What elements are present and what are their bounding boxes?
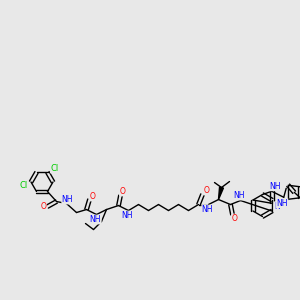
Text: Cl: Cl [50,164,59,173]
Text: O: O [232,214,237,223]
Text: NH: NH [90,215,101,224]
Text: O: O [204,186,209,195]
Text: N: N [274,202,280,211]
Text: NH: NH [269,182,281,191]
Text: O: O [120,187,125,196]
Text: NH: NH [277,199,288,208]
Text: NH: NH [234,191,245,200]
Text: Cl: Cl [20,181,28,190]
Text: O: O [40,202,46,211]
Polygon shape [218,187,224,200]
Text: NH: NH [62,195,73,204]
Text: O: O [90,192,95,201]
Text: NH: NH [122,211,133,220]
Text: NH: NH [202,205,213,214]
